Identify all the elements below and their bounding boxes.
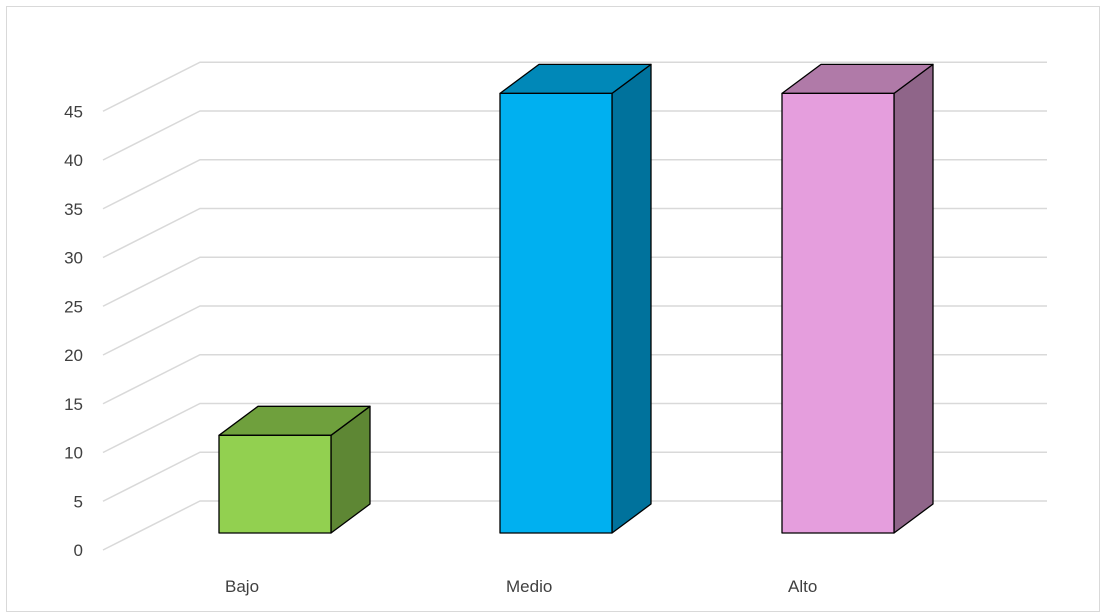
gridline (102, 305, 1047, 356)
bar-front-face (499, 92, 613, 534)
bar-front-face (781, 92, 895, 534)
y-tick-label: 10 (64, 444, 83, 463)
x-category-label: Bajo (225, 577, 259, 596)
gridline (102, 256, 1047, 307)
gridline (102, 451, 1047, 502)
bar-alto (781, 63, 934, 534)
gridline (102, 500, 1047, 551)
bars (218, 63, 934, 534)
y-tick-label: 20 (64, 346, 83, 365)
gridline (102, 159, 1047, 210)
y-tick-label: 30 (64, 249, 83, 268)
gridline (102, 207, 1047, 259)
y-tick-label: 15 (64, 395, 83, 414)
y-tick-label: 45 (64, 102, 83, 121)
gridlines (102, 61, 1047, 551)
gridline (102, 354, 1047, 405)
bar-side-face (893, 63, 934, 534)
y-tick-label: 40 (64, 151, 83, 170)
gridline (102, 110, 1047, 161)
x-category-label: Alto (788, 577, 817, 596)
y-tick-label: 35 (64, 200, 83, 219)
x-axis-category-labels: Bajo Medio Alto (225, 577, 817, 596)
y-tick-label: 25 (64, 297, 83, 316)
y-tick-label: 5 (74, 492, 83, 511)
y-tick-label: 0 (74, 541, 83, 560)
bar-side-face (611, 63, 652, 534)
bar-bajo (218, 405, 371, 534)
x-category-label: Medio (506, 577, 552, 596)
gridline (102, 61, 1047, 112)
bar-front-face (218, 434, 332, 534)
y-axis-tick-labels: 0 5 10 15 20 25 30 35 40 45 (64, 102, 83, 560)
gridline (102, 402, 1047, 454)
bar-medio (499, 63, 652, 534)
